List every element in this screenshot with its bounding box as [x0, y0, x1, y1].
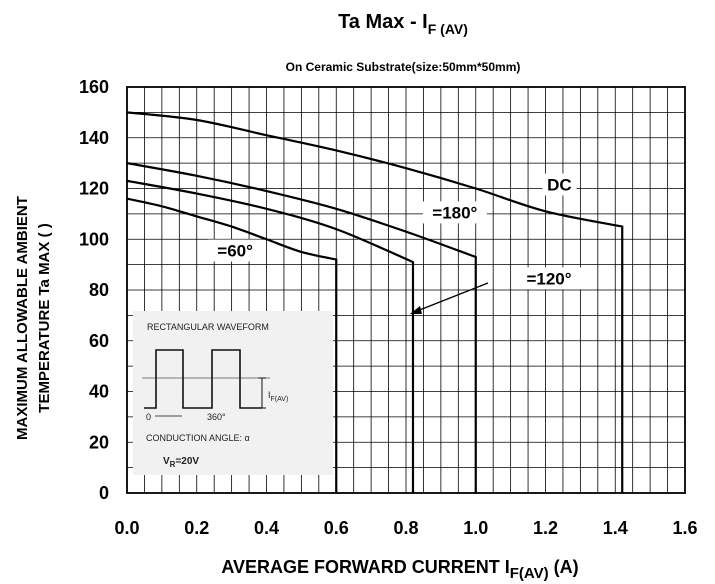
curve-label-0: DC: [547, 176, 572, 195]
y-tick-label: 80: [89, 280, 109, 300]
curve-label-bg: [516, 267, 581, 290]
y-tick-label: 0: [99, 483, 109, 503]
series-line-1: [126, 162, 477, 493]
series-line-3: [126, 197, 338, 493]
x-axis-label: AVERAGE FORWARD CURRENT IF(AV) (A): [221, 557, 578, 582]
inset-0-label: 0: [146, 412, 151, 422]
series-group: [126, 111, 624, 493]
inset-waveform: RECTANGULAR WAVEFORM IF(AV) 0 360° CONDU…: [133, 311, 333, 475]
y-tick-label: 20: [89, 432, 109, 452]
curve-labels: DC =180° =120° =60°: [208, 173, 581, 290]
y-axis-label-line2: TEMPERATURE Ta MAX ( ): [36, 223, 53, 412]
y-tick-label: 40: [89, 382, 109, 402]
curve-label-3: =60°: [217, 241, 253, 260]
x-tick-label: 0.4: [254, 518, 279, 538]
inset-vr-label: VR=20V: [163, 456, 199, 469]
x-tick-label: 1.6: [672, 518, 697, 538]
y-tick-labels: 0 20 40 60 80 100 120 140 160: [79, 77, 109, 503]
chart-subtitle: On Ceramic Substrate(size:50mm*50mm): [286, 60, 521, 74]
y-tick-label: 60: [89, 331, 109, 351]
series-line-0: [126, 111, 624, 493]
inset-conduction-label: CONDUCTION ANGLE: α: [146, 433, 250, 443]
x-tick-label: 1.4: [603, 518, 628, 538]
arrow-line-120: [411, 282, 489, 314]
arrow-head-120: [410, 306, 422, 314]
inset-title: RECTANGULAR WAVEFORM: [147, 322, 269, 332]
curve-label-bg: [542, 173, 577, 196]
plot-border: [126, 86, 686, 494]
chart-title: Ta Max - IF (AV): [338, 11, 468, 37]
curve-label-1: =180°: [432, 203, 477, 222]
x-tick-label: 0.0: [114, 518, 139, 538]
x-tick-label: 0.2: [184, 518, 209, 538]
inset-waveform-trace: [144, 349, 262, 409]
inset-if-label: IF(AV): [268, 390, 288, 403]
y-tick-label: 140: [79, 128, 109, 148]
inset-background: [133, 311, 333, 475]
curve-label-bg: [208, 239, 263, 262]
curve-label-bg: [422, 201, 487, 224]
x-tick-label: 1.2: [533, 518, 558, 538]
x-tick-label: 0.8: [393, 518, 418, 538]
y-tick-label: 160: [79, 77, 109, 97]
x-tick-label: 1.0: [463, 518, 488, 538]
curve-label-2: =120°: [526, 269, 571, 288]
y-tick-label: 120: [79, 179, 109, 199]
series-line-2: [126, 179, 415, 493]
y-tick-label: 100: [79, 229, 109, 249]
y-axis-label-line1: MAXIMUM ALLOWABLE AMBIENT: [14, 196, 31, 440]
x-tick-labels: 0.0 0.2 0.4 0.6 0.8 1.0 1.2 1.4 1.6: [114, 518, 697, 538]
x-tick-label: 0.6: [324, 518, 349, 538]
inset-360-label: 360°: [207, 412, 226, 422]
